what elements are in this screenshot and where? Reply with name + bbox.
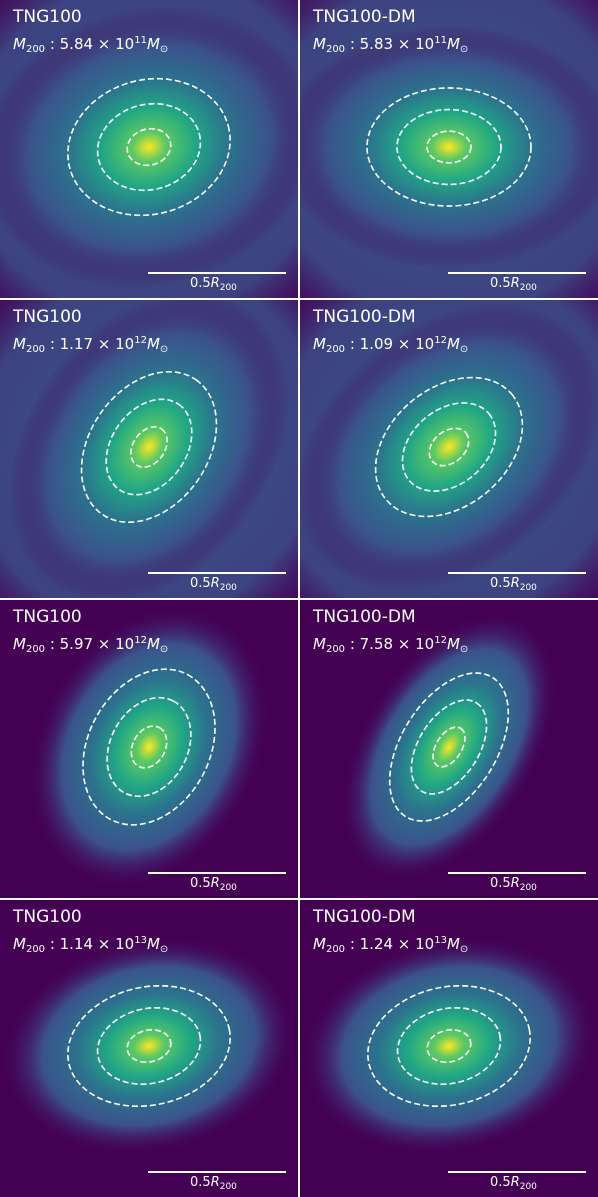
halo-mass-label: M200 : 5.97 × 1012M⊙ <box>13 635 169 655</box>
density-contour <box>105 398 193 496</box>
density-contour <box>426 1029 472 1063</box>
halo-panel: TNG100 M200 : 1.17 × 1012M⊙ 0.5R200 <box>0 300 298 598</box>
halo-core <box>300 935 598 1157</box>
density-map <box>28 604 270 890</box>
simulation-label: TNG100 <box>13 7 82 27</box>
halo-mass-label: M200 : 1.14 × 1013M⊙ <box>13 935 169 955</box>
halo-core <box>0 935 298 1157</box>
density-map <box>0 935 298 1157</box>
density-contour <box>130 426 168 468</box>
halo-panel: TNG100 M200 : 5.84 × 1011M⊙ 0.5R200 <box>0 0 298 298</box>
simulation-label: TNG100-DM <box>313 607 416 627</box>
density-contour <box>426 130 472 164</box>
halo-panel: TNG100-DM M200 : 5.83 × 1011M⊙ 0.5R200 <box>300 0 598 298</box>
scale-bar <box>448 572 586 574</box>
halo-core <box>0 5 298 289</box>
density-map <box>340 611 558 883</box>
simulation-label: TNG100-DM <box>313 907 416 927</box>
scale-bar <box>448 272 586 274</box>
density-contour <box>126 1029 172 1063</box>
density-contour <box>396 1007 502 1085</box>
density-map <box>300 935 598 1157</box>
simulation-label: TNG100-DM <box>313 307 416 327</box>
scale-bar-label: 0.5R200 <box>190 276 237 293</box>
halo-panel: TNG100 M200 : 1.14 × 1013M⊙ 0.5R200 <box>0 900 298 1197</box>
halo-glow <box>300 300 598 598</box>
density-contour <box>410 699 488 795</box>
scale-bar <box>148 872 286 874</box>
halo-mass-label: M200 : 5.83 × 1011M⊙ <box>313 35 469 55</box>
scale-bar <box>148 572 286 574</box>
halo-glow <box>340 611 558 883</box>
scale-bar-label: 0.5R200 <box>490 576 537 593</box>
halo-panel: TNG100 M200 : 5.97 × 1012M⊙ 0.5R200 <box>0 600 298 898</box>
scale-bar <box>448 1171 586 1173</box>
density-contour <box>82 668 216 826</box>
simulation-label: TNG100 <box>13 607 82 627</box>
scale-bar-label: 0.5R200 <box>190 576 237 593</box>
density-contour <box>106 696 192 798</box>
scale-bar <box>148 272 286 274</box>
halo-core <box>300 303 598 591</box>
halo-core <box>28 604 270 890</box>
halo-mass-label: M200 : 7.58 × 1012M⊙ <box>313 635 469 655</box>
halo-mass-label: M200 : 5.84 × 1011M⊙ <box>13 35 169 55</box>
simulation-label: TNG100-DM <box>313 7 416 27</box>
scale-bar <box>448 872 586 874</box>
halo-core <box>300 24 598 270</box>
density-contour <box>67 984 231 1108</box>
scale-bar-label: 0.5R200 <box>190 1175 237 1192</box>
density-contour <box>374 376 524 518</box>
halo-mass-label: M200 : 1.17 × 1012M⊙ <box>13 335 169 355</box>
halo-core <box>9 300 289 598</box>
density-contour <box>432 726 466 768</box>
scale-bar-label: 0.5R200 <box>490 1175 537 1192</box>
scale-bar-label: 0.5R200 <box>490 876 537 893</box>
halo-panel: TNG100-DM M200 : 1.24 × 1013M⊙ 0.5R200 <box>300 900 598 1197</box>
halo-core <box>340 611 558 883</box>
halo-panel: TNG100-DM M200 : 7.58 × 1012M⊙ 0.5R200 <box>300 600 598 898</box>
density-contour <box>130 725 168 769</box>
scale-bar <box>148 1171 286 1173</box>
halo-glow <box>0 0 298 298</box>
simulation-label: TNG100 <box>13 907 82 927</box>
density-contour <box>96 1007 202 1085</box>
scale-bar-label: 0.5R200 <box>490 276 537 293</box>
halo-panel: TNG100-DM M200 : 1.09 × 1012M⊙ 0.5R200 <box>300 300 598 598</box>
density-contour <box>96 102 202 192</box>
density-contour <box>428 427 470 467</box>
halo-mass-label: M200 : 1.09 × 1012M⊙ <box>313 335 469 355</box>
density-contour <box>367 984 531 1108</box>
density-map <box>300 0 598 298</box>
halo-glow <box>0 935 298 1157</box>
density-contour <box>80 370 218 524</box>
simulation-label: TNG100 <box>13 307 82 327</box>
halo-glow <box>28 604 270 890</box>
density-contour <box>401 402 497 492</box>
density-map <box>300 300 598 598</box>
halo-glow <box>300 935 598 1157</box>
halo-mass-label: M200 : 1.24 × 1013M⊙ <box>313 935 469 955</box>
scale-bar-label: 0.5R200 <box>190 876 237 893</box>
density-map <box>0 0 298 298</box>
density-contour <box>366 87 532 207</box>
density-contour <box>396 108 502 186</box>
halo-glow <box>300 0 598 298</box>
density-contour <box>388 672 510 822</box>
density-contour <box>67 77 231 217</box>
